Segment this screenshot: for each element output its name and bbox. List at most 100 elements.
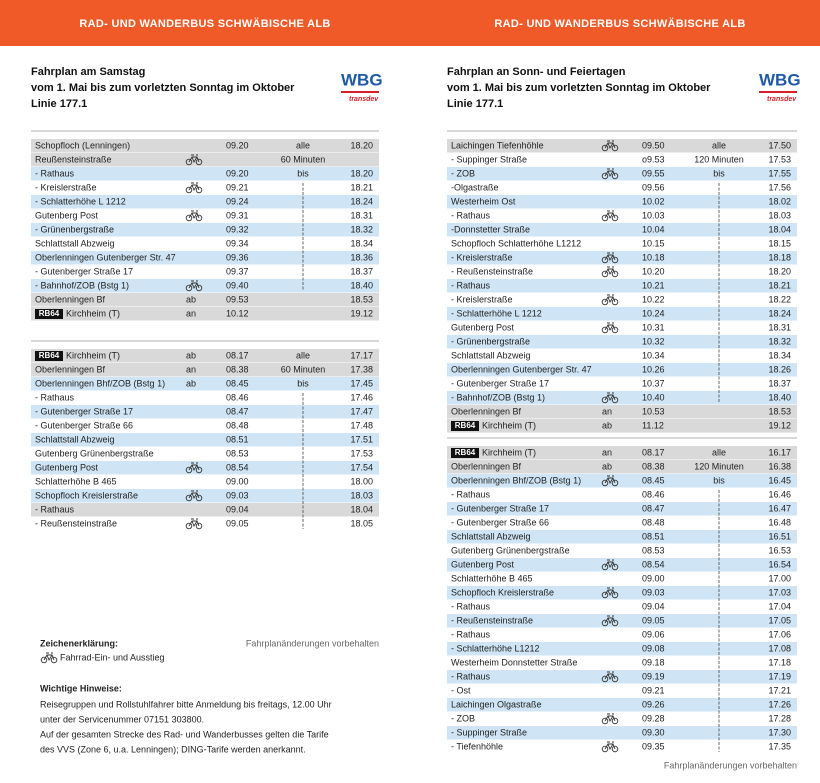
stop-name: Reußensteinstraße xyxy=(35,154,112,164)
bike-frame xyxy=(43,652,55,662)
stop-name: - Kreislerstraße xyxy=(451,252,513,262)
arr-dep: ab xyxy=(186,378,196,388)
row-bg xyxy=(31,475,379,489)
banner-title: RAD- UND WANDERBUS SCHWÄBISCHE ALB xyxy=(79,17,330,30)
last-time: 17.06 xyxy=(768,629,791,639)
first-time: 10.34 xyxy=(642,350,665,360)
last-time: 18.20 xyxy=(350,168,373,178)
last-time: 17.08 xyxy=(768,643,791,653)
row-bg xyxy=(447,419,797,433)
row-bg xyxy=(31,293,379,307)
stop-name: Schlatterhöhe B 465 xyxy=(451,573,533,583)
bike-icon xyxy=(185,518,203,530)
legend-title: Zeichenerklärung: xyxy=(40,638,118,648)
last-time: 19.12 xyxy=(768,420,791,430)
last-time: 17.28 xyxy=(768,713,791,723)
row-bg xyxy=(31,139,379,153)
bike-wheel xyxy=(611,675,619,683)
last-time: 18.37 xyxy=(768,378,791,388)
row-bg xyxy=(447,628,797,642)
notes-line: des VVS (Zone 6, u.a. Lenningen); DING-T… xyxy=(40,744,306,754)
first-time: 08.54 xyxy=(226,462,249,472)
bike-frame xyxy=(604,252,616,262)
last-time: 18.31 xyxy=(350,210,373,220)
bike-wheel xyxy=(601,144,609,152)
bike-wheel xyxy=(195,214,203,222)
last-time: 17.47 xyxy=(350,406,373,416)
stop-name: Gutenberg Post xyxy=(451,559,515,569)
row-bg xyxy=(447,139,797,153)
first-time: 10.37 xyxy=(642,378,665,388)
bike-frame xyxy=(604,475,616,485)
bike-frame xyxy=(188,210,200,220)
last-time: 18.53 xyxy=(350,294,373,304)
row-bg xyxy=(31,279,379,293)
bike-frame xyxy=(604,140,616,150)
row-bg xyxy=(31,461,379,475)
stop-name: Kirchheim (T) xyxy=(66,350,120,360)
row-bg xyxy=(447,712,797,726)
stop-name: Laichingen Olgastraße xyxy=(451,699,542,709)
stop-name: - Rathaus xyxy=(451,210,491,220)
stop-name: Westerheim Donnstetter Straße xyxy=(451,657,577,667)
row-bg xyxy=(447,558,797,572)
row-bg xyxy=(447,251,797,265)
bike-icon xyxy=(601,741,619,753)
heading-line: Linie 177.1 xyxy=(447,98,503,110)
line-badge-label: RB64 xyxy=(455,448,476,457)
bike-wheel xyxy=(611,619,619,627)
bike-frame xyxy=(604,587,616,597)
row-bg xyxy=(447,670,797,684)
arr-dep: ab xyxy=(186,350,196,360)
stop-name: Kirchheim (T) xyxy=(482,420,536,430)
last-time: 16.53 xyxy=(768,545,791,555)
bike-wheel xyxy=(601,563,609,571)
stop-name: - Kreislerstraße xyxy=(35,182,97,192)
legend-bike: Fahrrad-Ein- und Ausstieg xyxy=(60,652,165,662)
bike-wheel xyxy=(185,284,193,292)
row-bg xyxy=(31,265,379,279)
bike-frame xyxy=(604,671,616,681)
last-time: 18.40 xyxy=(768,392,791,402)
bike-wheel xyxy=(185,186,193,194)
stop-name: - Rathaus xyxy=(451,489,491,499)
bike-icon xyxy=(601,266,619,278)
first-time: 08.48 xyxy=(226,420,249,430)
first-time: 08.51 xyxy=(226,434,249,444)
first-time: 09.20 xyxy=(226,168,249,178)
stop-name: - ZOB xyxy=(451,713,475,723)
interval-note: bis xyxy=(713,475,725,485)
arr-dep: ab xyxy=(602,461,612,471)
row-bg xyxy=(447,586,797,600)
row-bg xyxy=(31,167,379,181)
stop-name: - Reußensteinstraße xyxy=(451,266,533,276)
row-bg xyxy=(31,489,379,503)
row-bg xyxy=(447,167,797,181)
stop-name: Schlattstall Abzweig xyxy=(451,350,531,360)
bike-frame xyxy=(604,294,616,304)
last-time: 18.32 xyxy=(350,224,373,234)
row-bg xyxy=(31,195,379,209)
last-time: 18.40 xyxy=(350,280,373,290)
stop-name: - Bahnhof/ZOB (Bstg 1) xyxy=(451,392,545,402)
first-time: 10.02 xyxy=(642,196,665,206)
bike-frame xyxy=(188,518,200,528)
stop-name: - Tiefenhöhle xyxy=(451,741,503,751)
row-bg xyxy=(31,307,379,321)
stop-name: - Reußensteinstraße xyxy=(451,615,533,625)
bike-wheel xyxy=(601,256,609,264)
interval-note: 120 Minuten xyxy=(694,154,744,164)
interval-note: alle xyxy=(712,447,726,457)
first-time: 10.24 xyxy=(642,308,665,318)
last-time: 18.04 xyxy=(350,504,373,514)
last-time: 18.34 xyxy=(350,238,373,248)
row-bg xyxy=(447,614,797,628)
last-time: 18.37 xyxy=(350,266,373,276)
bike-wheel xyxy=(601,326,609,334)
bike-wheel xyxy=(611,479,619,487)
line-badge-label: RB64 xyxy=(39,351,60,360)
bike-wheel xyxy=(195,466,203,474)
last-time: 17.51 xyxy=(350,434,373,444)
stop-name: Kirchheim (T) xyxy=(482,447,536,457)
last-time: 16.46 xyxy=(768,489,791,499)
